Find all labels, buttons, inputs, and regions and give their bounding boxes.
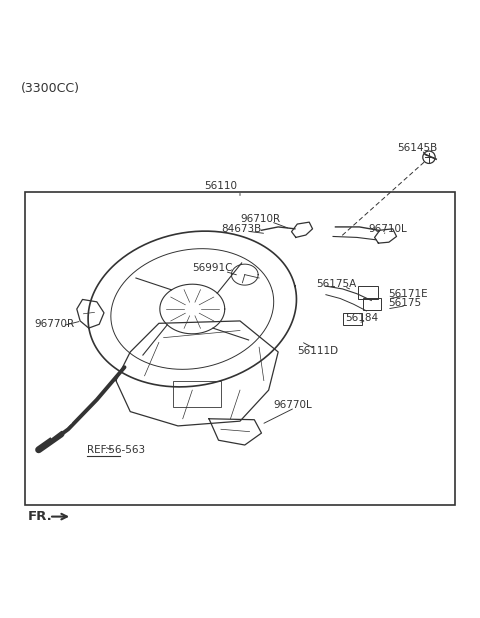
Text: 96770R: 96770R xyxy=(35,320,75,329)
Text: REF.56-563: REF.56-563 xyxy=(87,445,145,455)
Text: 56175: 56175 xyxy=(388,298,421,308)
Text: 96770L: 96770L xyxy=(274,400,312,410)
Text: 96710R: 96710R xyxy=(240,214,280,224)
Text: 56171E: 56171E xyxy=(388,289,428,298)
Text: 56111D: 56111D xyxy=(297,346,338,356)
Text: 96710L: 96710L xyxy=(369,224,408,234)
Text: FR.: FR. xyxy=(28,510,52,523)
Text: (3300CC): (3300CC) xyxy=(21,82,80,95)
Text: 84673B: 84673B xyxy=(221,224,261,234)
Text: 56991C: 56991C xyxy=(192,263,233,273)
Text: 56110: 56110 xyxy=(204,181,238,191)
Text: 56175A: 56175A xyxy=(316,279,357,289)
Text: 56145B: 56145B xyxy=(397,143,438,153)
Text: 56184: 56184 xyxy=(345,313,378,323)
